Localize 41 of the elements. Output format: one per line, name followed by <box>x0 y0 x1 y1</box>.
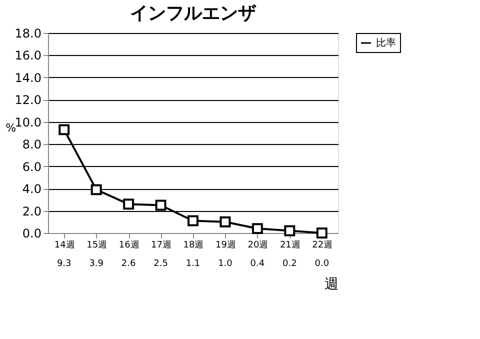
data-label: 3.9 <box>89 259 104 269</box>
y-tick-label: 14.0 <box>14 70 42 85</box>
point <box>58 124 70 136</box>
y-tick-label: 8.0 <box>22 138 42 152</box>
point <box>316 228 328 238</box>
point <box>90 184 102 196</box>
point <box>284 225 296 236</box>
y-tick-label: 12.0 <box>14 93 42 108</box>
y-axis-title: % <box>6 122 16 134</box>
legend-label: 比率 <box>376 37 396 49</box>
point <box>220 216 231 228</box>
y-tick-label: 16.0 <box>14 48 42 63</box>
x-tick-label: 15週 <box>86 240 108 250</box>
point <box>123 198 134 210</box>
data-label: 9.3 <box>56 259 72 269</box>
data-label: 0.2 <box>282 259 297 269</box>
y-tick-label: 4.0 <box>22 182 42 196</box>
y-tick-label: 18.0 <box>14 26 42 40</box>
point <box>155 200 166 211</box>
y-tick-label: 10.0 <box>14 115 42 130</box>
x-tick-label: 19週 <box>215 240 236 250</box>
x-tick-label: 21週 <box>280 240 300 250</box>
x-tick-label: 17週 <box>151 240 172 250</box>
x-tick-label: 18週 <box>183 240 204 250</box>
y-tick-label: 2.0 <box>22 204 42 218</box>
data-label: 0.4 <box>250 259 265 269</box>
x-tick-label: 16週 <box>118 240 140 250</box>
data-label: 2.5 <box>154 259 168 269</box>
x-tick-label: 20週 <box>248 240 268 250</box>
data-label: 2.6 <box>121 259 136 269</box>
chart-title: インフルエンザ <box>130 3 257 24</box>
data-label: 1.1 <box>186 259 200 269</box>
y-tick-label: 0.0 <box>22 226 42 240</box>
x-axis-title: 週 <box>324 276 338 292</box>
point <box>252 223 263 234</box>
data-label: 0.0 <box>314 259 330 269</box>
y-tick-label: 6.0 <box>22 160 42 174</box>
data-label: 1.0 <box>218 259 233 269</box>
x-tick-label: 14週 <box>54 240 75 250</box>
x-tick-label: 22週 <box>312 240 333 250</box>
point <box>188 215 198 226</box>
